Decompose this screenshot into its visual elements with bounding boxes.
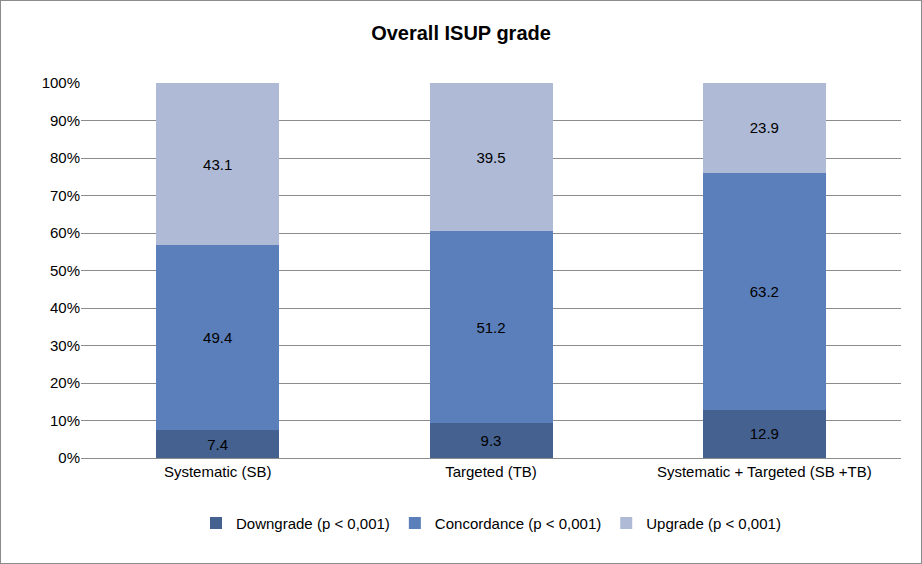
svg-text:12.9: 12.9 (750, 425, 779, 442)
svg-text:7.4: 7.4 (207, 436, 228, 453)
svg-text:51.2: 51.2 (476, 319, 505, 336)
svg-text:Upgrade (p < 0,001): Upgrade (p < 0,001) (646, 515, 781, 532)
svg-text:60%: 60% (50, 224, 80, 241)
svg-text:30%: 30% (50, 337, 80, 354)
svg-text:40%: 40% (50, 299, 80, 316)
svg-text:90%: 90% (50, 112, 80, 129)
svg-text:10%: 10% (50, 412, 80, 429)
svg-text:Concordance (p < 0,001): Concordance (p < 0,001) (435, 515, 601, 532)
svg-text:49.4: 49.4 (203, 329, 232, 346)
svg-text:Overall ISUP grade: Overall ISUP grade (371, 22, 551, 44)
svg-text:Systematic + Targeted (SB +TB): Systematic + Targeted (SB +TB) (657, 463, 872, 480)
svg-text:Targeted (TB): Targeted (TB) (445, 463, 537, 480)
svg-text:0%: 0% (58, 449, 80, 466)
svg-text:100%: 100% (42, 74, 80, 91)
svg-text:50%: 50% (50, 262, 80, 279)
svg-text:20%: 20% (50, 374, 80, 391)
svg-text:Downgrade (p < 0,001): Downgrade (p < 0,001) (236, 515, 390, 532)
svg-text:63.2: 63.2 (750, 283, 779, 300)
svg-text:43.1: 43.1 (203, 156, 232, 173)
svg-text:39.5: 39.5 (476, 149, 505, 166)
svg-text:23.9: 23.9 (750, 119, 779, 136)
svg-text:Systematic (SB): Systematic (SB) (164, 463, 272, 480)
svg-text:80%: 80% (50, 149, 80, 166)
svg-text:9.3: 9.3 (481, 432, 502, 449)
svg-text:70%: 70% (50, 187, 80, 204)
